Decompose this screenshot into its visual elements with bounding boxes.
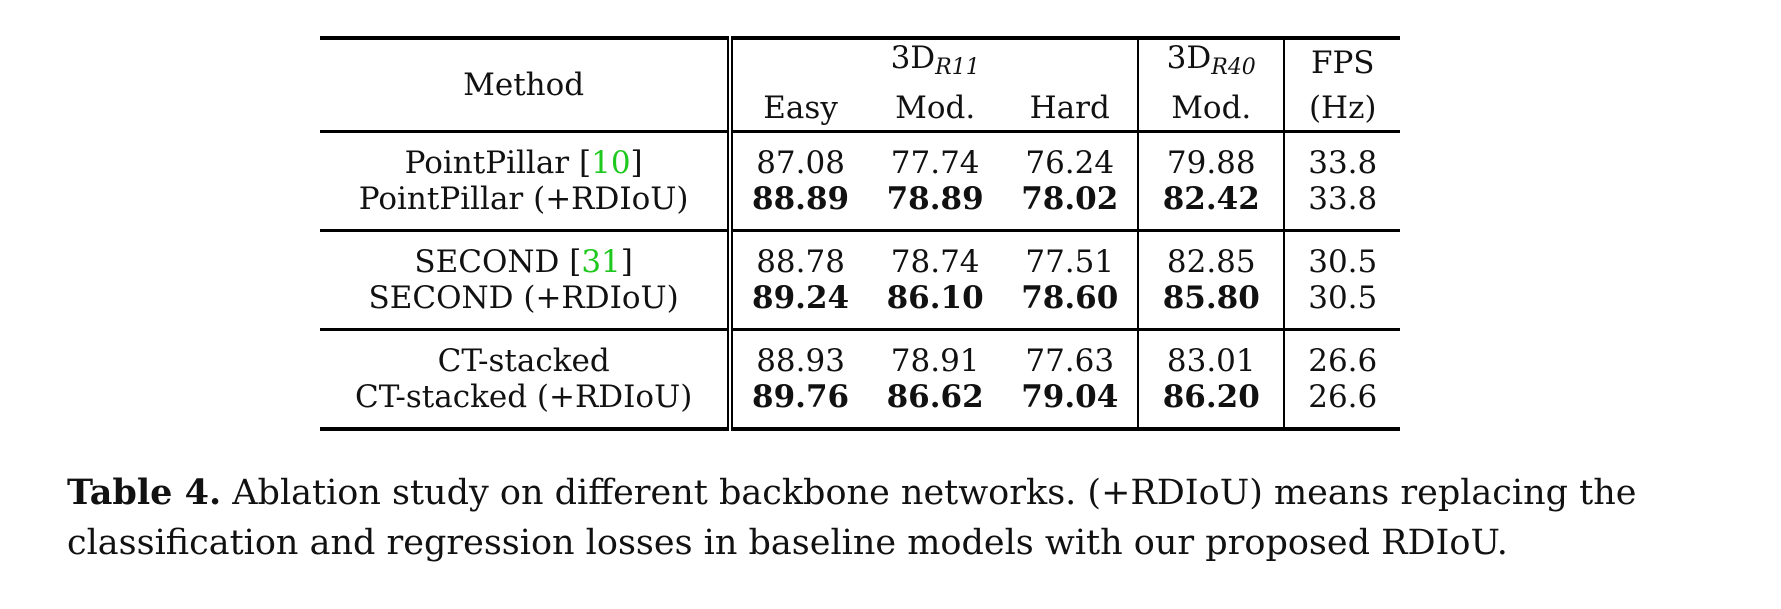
r40-cell: 82.42 [1138, 181, 1286, 231]
mod-cell: 78.91 [867, 328, 1003, 379]
easy-cell: 87.08 [756, 145, 845, 181]
header-r40-mod: Mod. [1138, 86, 1286, 132]
r40-cell: 86.20 [1138, 379, 1286, 429]
header-3d-r11: 3DR11 [730, 38, 1140, 86]
r40-cell: 82.85 [1138, 229, 1286, 280]
hard-cell: 76.24 [1002, 131, 1140, 181]
citation-link[interactable]: 31 [581, 244, 621, 280]
header-mod: Mod. [895, 90, 976, 126]
method-cell: SECOND [31] [320, 229, 734, 280]
r40-cell: 83.01 [1138, 328, 1286, 379]
fps-cell: 26.6 [1284, 328, 1400, 379]
easy-cell: 89.24 [752, 280, 850, 316]
table-row: PointPillar (+RDIoU) 88.89 78.89 78.02 8… [320, 181, 1400, 231]
fps-cell: 30.5 [1284, 229, 1400, 280]
table-row: SECOND [31] 88.78 78.74 77.51 82.85 30.5 [320, 229, 1400, 280]
header-row-1: Method 3DR11 3DR40 FPS [320, 38, 1400, 132]
header-easy: Easy [763, 90, 838, 126]
easy-cell: 88.78 [730, 229, 868, 280]
hard-cell: 77.51 [1002, 229, 1140, 280]
table-caption: Table 4. Ablation study on different bac… [67, 468, 1727, 568]
mod-cell: 86.62 [886, 379, 984, 415]
fps-cell: 33.8 [1308, 181, 1378, 217]
fps-cell: 30.5 [1308, 280, 1378, 316]
method-cell: PointPillar [10] [320, 131, 734, 181]
header-hard: Hard [1002, 86, 1140, 132]
method-cell: CT-stacked (+RDIoU) [320, 379, 734, 429]
hard-cell: 77.63 [1002, 328, 1140, 379]
method-cell: PointPillar (+RDIoU) [320, 181, 734, 231]
header-method: Method [320, 38, 734, 132]
hard-cell: 78.02 [1002, 181, 1140, 231]
mod-cell: 77.74 [890, 145, 980, 181]
easy-cell: 88.89 [752, 181, 850, 217]
mod-cell: 78.89 [886, 181, 984, 217]
header-hz: (Hz) [1308, 90, 1377, 126]
method-cell: SECOND (+RDIoU) [320, 280, 734, 330]
fps-cell: 26.6 [1308, 379, 1378, 415]
method-cell: CT-stacked [320, 328, 734, 379]
header-3d-r40: 3DR40 [1138, 38, 1286, 86]
results-table: Method 3DR11 3DR40 FPS Easy Mod. Hard Mo… [320, 36, 1400, 431]
easy-cell: 88.93 [730, 328, 868, 379]
table-row: PointPillar [10] 87.08 77.74 76.24 79.88… [320, 131, 1400, 181]
hard-cell: 78.60 [1002, 280, 1140, 330]
r40-cell: 85.80 [1138, 280, 1286, 330]
citation-link[interactable]: 10 [591, 145, 631, 181]
mod-cell: 86.10 [886, 280, 984, 316]
easy-cell: 89.76 [752, 379, 850, 415]
ablation-table: Method 3DR11 3DR40 FPS Easy Mod. Hard Mo… [320, 36, 1400, 431]
hard-cell: 79.04 [1002, 379, 1140, 429]
caption-text: Ablation study on different backbone net… [67, 473, 1637, 563]
table-row: CT-stacked 88.93 78.91 77.63 83.01 26.6 [320, 328, 1400, 379]
header-row-2: Easy Mod. Hard Mod. (Hz) [320, 86, 1400, 132]
table-row: CT-stacked (+RDIoU) 89.76 86.62 79.04 86… [320, 379, 1400, 429]
table-row: SECOND (+RDIoU) 89.24 86.10 78.60 85.80 … [320, 280, 1400, 330]
mod-cell: 78.74 [867, 229, 1003, 280]
r40-cell: 79.88 [1138, 131, 1286, 181]
header-fps: FPS [1310, 45, 1375, 81]
fps-cell: 33.8 [1308, 145, 1378, 181]
caption-label: Table 4. [67, 472, 222, 513]
